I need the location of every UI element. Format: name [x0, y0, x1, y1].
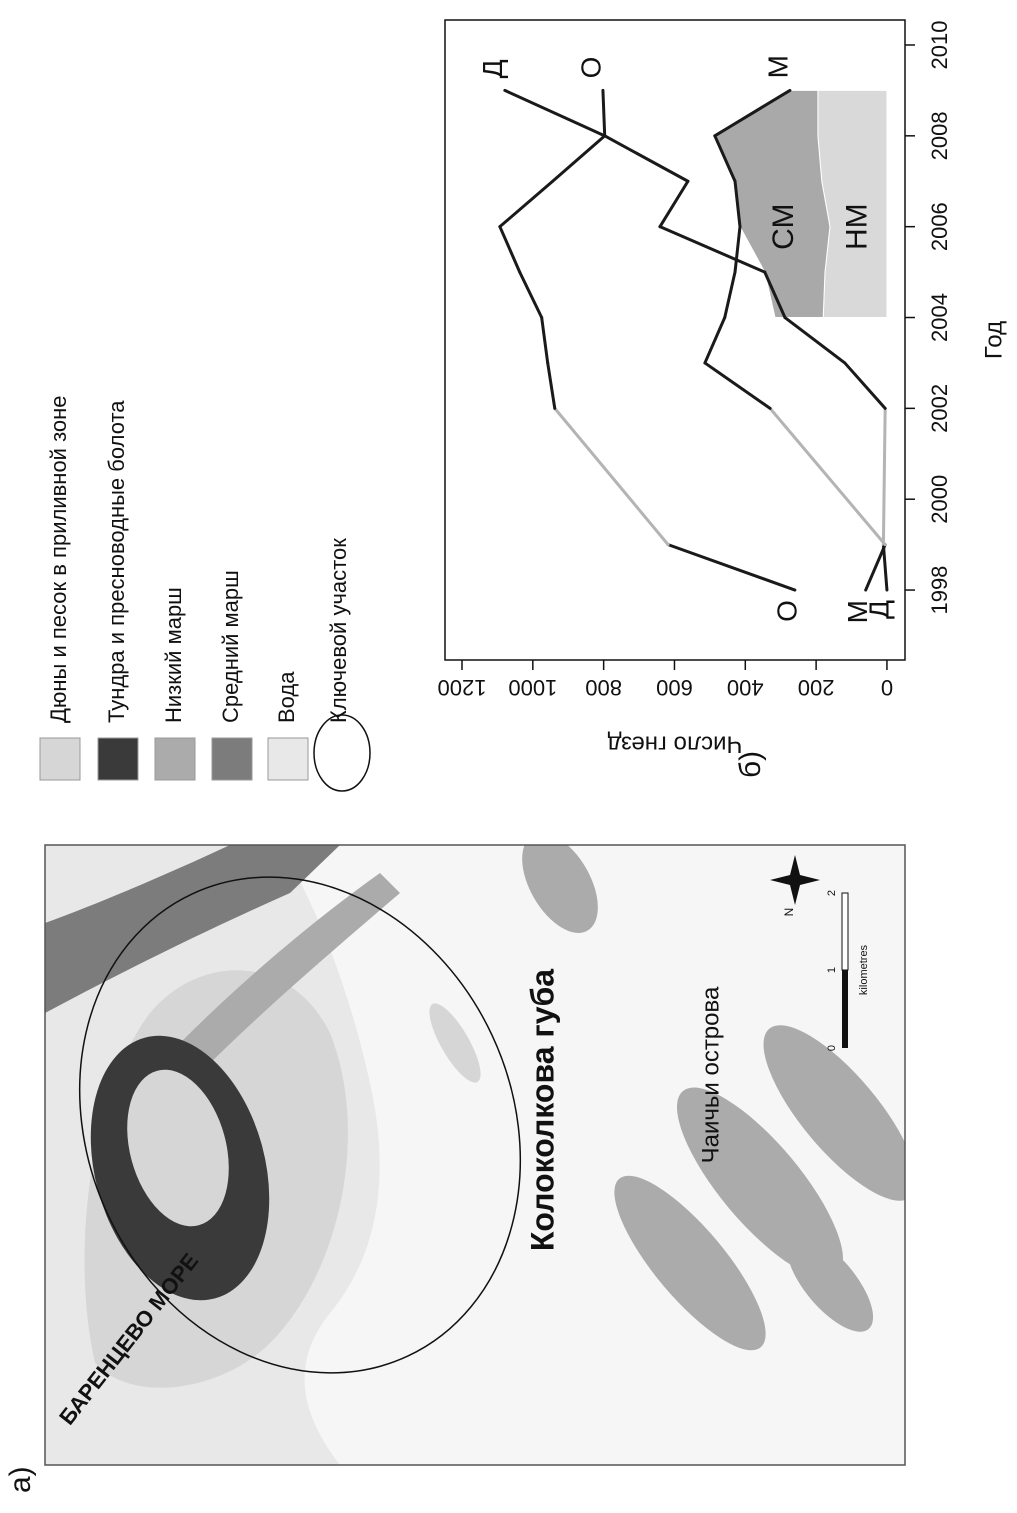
x-tick-label: 2008 — [927, 111, 952, 160]
chart: НМСМДДООММ020040060080010001200199820002… — [438, 20, 1008, 758]
scale-unit: kilometres — [858, 944, 870, 995]
y-tick-label: 1000 — [508, 675, 557, 700]
x-tick-label: 2000 — [927, 475, 952, 524]
line-segment — [500, 181, 553, 226]
series-label: М — [842, 600, 873, 623]
scale-tick: 1 — [826, 967, 838, 973]
legend-swatch — [155, 738, 195, 780]
series-label: О — [575, 57, 606, 79]
panel-label: а) — [4, 1466, 37, 1493]
legend-label: Низкий марш — [161, 587, 186, 723]
scale-tick: 2 — [826, 890, 838, 896]
y-tick-label: 400 — [727, 675, 764, 700]
islands-label: Чаичьи острова — [697, 986, 724, 1163]
line-segment — [505, 90, 605, 135]
y-tick-label: 1200 — [438, 675, 487, 700]
line-segment — [883, 408, 885, 544]
scale-bar — [842, 970, 848, 1048]
line-segment — [555, 408, 668, 544]
legend-label: Средний марш — [218, 570, 243, 723]
y-tick-label: 200 — [798, 675, 835, 700]
line-segment — [845, 363, 885, 408]
x-axis-title: Год — [980, 321, 1007, 359]
legend-swatch — [40, 738, 80, 780]
x-tick-label: 2002 — [927, 384, 952, 433]
x-tick-label: 1998 — [927, 566, 952, 615]
y-tick-label: 800 — [585, 675, 622, 700]
line-segment — [770, 408, 885, 544]
series-label: Д — [477, 59, 508, 78]
legend-swatch — [212, 738, 252, 780]
series-label: О — [771, 600, 802, 622]
figure: а) БАРЕНЦЕВО МОРЕ Колоколкова губа Чаичь… — [0, 0, 1017, 1513]
x-tick-label: 2004 — [927, 293, 952, 342]
scale-tick: 0 — [826, 1045, 838, 1051]
line-segment — [725, 272, 735, 317]
bay-label: Колоколкова губа — [524, 969, 560, 1251]
x-tick-label: 2010 — [927, 21, 952, 70]
y-axis-title: Число гнезд — [608, 731, 743, 758]
line-segment — [785, 318, 845, 363]
legend-label: Вода — [274, 671, 299, 723]
line-segment — [520, 272, 542, 317]
x-tick-label: 2006 — [927, 202, 952, 251]
rotated-figure: а) БАРЕНЦЕВО МОРЕ Колоколкова губа Чаичь… — [0, 20, 1007, 1493]
line-segment — [883, 545, 887, 590]
line-segment — [705, 363, 770, 408]
legend-key-area — [314, 715, 370, 791]
line-segment — [866, 545, 885, 590]
legend-label: Тундра и пресноводные болота — [104, 400, 129, 723]
legend-label: Дюны и песок в приливной зоне — [46, 395, 71, 723]
legend-swatch — [268, 738, 308, 780]
line-segment — [605, 136, 688, 181]
scale-bar — [842, 893, 848, 970]
line-segment — [705, 318, 725, 363]
line-segment — [660, 181, 688, 226]
line-segment — [735, 227, 740, 272]
north-label: N — [782, 908, 796, 917]
legend: Дюны и песок в приливной зоне Тундра и пр… — [40, 395, 370, 791]
line-segment — [548, 363, 555, 408]
y-tick-label: 0 — [881, 675, 893, 700]
map — [0, 804, 940, 1465]
line-segment — [603, 90, 605, 135]
area-label: СМ — [767, 204, 800, 250]
y-tick-label: 600 — [656, 675, 693, 700]
legend-swatch — [98, 738, 138, 780]
line-segment — [553, 136, 605, 181]
series-label: М — [762, 55, 793, 78]
area-label: НМ — [840, 203, 873, 250]
line-segment — [542, 318, 548, 363]
line-segment — [500, 227, 520, 272]
line-segment — [668, 545, 795, 590]
page: {"panel_a": {"label": "а)", "sea_label":… — [0, 0, 1017, 1513]
legend-label: Ключевой участок — [326, 538, 351, 723]
